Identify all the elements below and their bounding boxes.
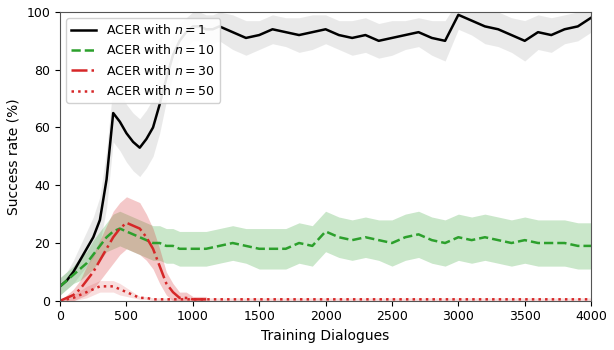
- ACER with $n = 30$: [96, 258, 104, 262]
- ACER with $n = 50$: [109, 284, 117, 288]
- ACER with $n = 10$: [56, 284, 64, 288]
- ACER with $n = 50$: [136, 296, 144, 300]
- ACER with $n = 50$: [69, 296, 77, 300]
- ACER with $n = 50$: [455, 297, 462, 301]
- Line: ACER with $n = 10$: ACER with $n = 10$: [60, 229, 591, 286]
- ACER with $n = 50$: [83, 290, 90, 294]
- ACER with $n = 50$: [156, 297, 163, 301]
- ACER with $n = 30$: [63, 296, 71, 300]
- ACER with $n = 30$: [136, 226, 144, 231]
- ACER with $n = 30$: [103, 247, 111, 251]
- ACER with $n = 30$: [149, 247, 157, 251]
- ACER with $n = 50$: [176, 297, 183, 301]
- ACER with $n = 50$: [123, 290, 130, 294]
- Line: ACER with $n = 1$: ACER with $n = 1$: [60, 15, 591, 286]
- Line: ACER with $n = 50$: ACER with $n = 50$: [60, 286, 591, 301]
- ACER with $n = 30$: [156, 264, 163, 268]
- ACER with $n = 30$: [203, 297, 210, 301]
- ACER with $n = 30$: [189, 297, 196, 301]
- ACER with $n = 1$: [428, 36, 435, 40]
- ACER with $n = 1$: [295, 33, 303, 37]
- ACER with $n = 50$: [90, 287, 97, 291]
- ACER with $n = 1$: [455, 13, 462, 17]
- ACER with $n = 10$: [375, 238, 383, 242]
- ACER with $n = 10$: [574, 244, 581, 248]
- ACER with $n = 30$: [83, 279, 90, 283]
- ACER with $n = 30$: [90, 270, 97, 274]
- ACER with $n = 30$: [116, 226, 123, 231]
- ACER with $n = 30$: [69, 293, 77, 297]
- ACER with $n = 10$: [136, 235, 144, 239]
- ACER with $n = 50$: [521, 297, 529, 301]
- ACER with $n = 50$: [588, 297, 595, 301]
- ACER with $n = 50$: [56, 299, 64, 303]
- ACER with $n = 50$: [96, 284, 104, 288]
- ACER with $n = 50$: [255, 297, 263, 301]
- ACER with $n = 50$: [130, 293, 137, 297]
- ACER with $n = 30$: [196, 297, 203, 301]
- ACER with $n = 1$: [149, 125, 157, 130]
- ACER with $n = 50$: [203, 297, 210, 301]
- ACER with $n = 50$: [196, 297, 203, 301]
- ACER with $n = 50$: [63, 297, 71, 301]
- ACER with $n = 10$: [415, 232, 422, 237]
- ACER with $n = 50$: [169, 297, 177, 301]
- ACER with $n = 50$: [76, 293, 84, 297]
- ACER with $n = 10$: [116, 226, 123, 231]
- X-axis label: Training Dialogues: Training Dialogues: [262, 329, 390, 343]
- ACER with $n = 10$: [588, 244, 595, 248]
- ACER with $n = 10$: [163, 244, 170, 248]
- ACER with $n = 30$: [142, 235, 150, 239]
- ACER with $n = 1$: [588, 16, 595, 20]
- ACER with $n = 30$: [182, 296, 190, 300]
- ACER with $n = 50$: [142, 296, 150, 300]
- ACER with $n = 10$: [169, 244, 177, 248]
- Line: ACER with $n = 30$: ACER with $n = 30$: [60, 223, 206, 301]
- ACER with $n = 30$: [169, 290, 177, 294]
- ACER with $n = 1$: [521, 39, 529, 43]
- ACER with $n = 1$: [56, 284, 64, 288]
- ACER with $n = 30$: [130, 224, 137, 228]
- ACER with $n = 30$: [163, 281, 170, 286]
- ACER with $n = 50$: [322, 297, 329, 301]
- ACER with $n = 50$: [163, 297, 170, 301]
- ACER with $n = 50$: [182, 297, 190, 301]
- ACER with $n = 30$: [56, 299, 64, 303]
- ACER with $n = 50$: [388, 297, 395, 301]
- Y-axis label: Success rate (%): Success rate (%): [7, 98, 21, 215]
- ACER with $n = 50$: [149, 297, 157, 301]
- ACER with $n = 30$: [109, 235, 117, 239]
- ACER with $n = 1$: [309, 30, 316, 34]
- ACER with $n = 30$: [123, 221, 130, 225]
- ACER with $n = 1$: [335, 33, 343, 37]
- ACER with $n = 30$: [76, 287, 84, 291]
- ACER with $n = 30$: [176, 296, 183, 300]
- ACER with $n = 50$: [189, 297, 196, 301]
- ACER with $n = 50$: [116, 287, 123, 291]
- Legend: ACER with $n = 1$, ACER with $n = 10$, ACER with $n = 30$, ACER with $n = 50$: ACER with $n = 1$, ACER with $n = 10$, A…: [66, 18, 220, 103]
- ACER with $n = 50$: [103, 284, 111, 288]
